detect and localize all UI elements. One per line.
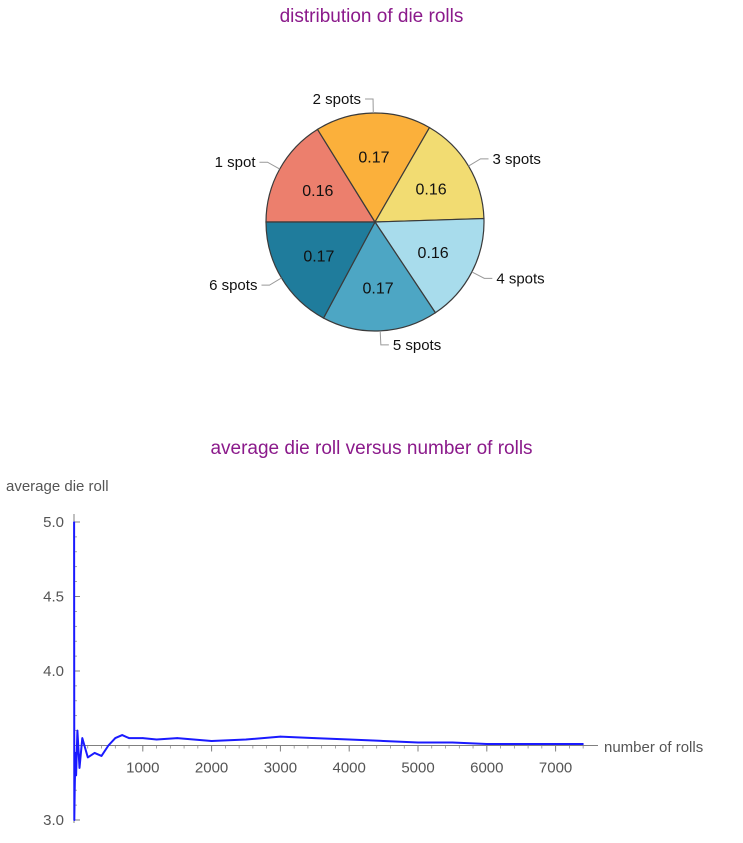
series-point <box>76 729 79 732</box>
series-point <box>348 738 351 741</box>
y-tick-label: 4.0 <box>43 663 64 680</box>
x-tick-label: 5000 <box>401 760 434 777</box>
pie-leader-line <box>259 161 280 170</box>
series-point <box>73 521 75 523</box>
series-point <box>486 743 488 745</box>
pie-leader-line <box>468 158 489 167</box>
pie-value-label: 0.16 <box>416 181 447 198</box>
series-point <box>176 737 178 739</box>
series-point <box>81 737 84 739</box>
series-point <box>128 737 130 739</box>
series-line <box>73 521 584 821</box>
series-point <box>554 743 557 745</box>
pie-slice-name: 6 spots <box>209 277 257 294</box>
pie-leader-line <box>471 271 493 279</box>
pie-slice <box>373 217 485 314</box>
x-tick-label: 3000 <box>264 760 297 777</box>
pie-leader-line <box>365 98 374 114</box>
y-tick-label: 5.0 <box>43 514 64 531</box>
pie-slice-name: 5 spots <box>393 337 441 354</box>
line-chart-title: average die roll versus number of rolls <box>210 438 533 459</box>
x-tick-label: 2000 <box>195 760 228 777</box>
series-point <box>142 737 144 739</box>
series-point <box>417 741 419 744</box>
pie-value-label: 0.16 <box>302 183 333 200</box>
pie-slice-name: 3 spots <box>493 151 541 168</box>
series-point <box>121 734 123 736</box>
pie-chart: 0.16 1 spot 0.17 2 spots 0.16 3 spots 0.16 4 sp… <box>209 91 545 354</box>
pie-slice <box>265 221 377 319</box>
pie-value-label: 0.17 <box>363 280 394 297</box>
x-tick-label: 6000 <box>470 760 503 777</box>
series-point <box>245 738 247 741</box>
pie-slice-name: 4 spots <box>496 270 544 287</box>
series-point <box>93 752 96 754</box>
series-point <box>451 741 454 744</box>
x-tick-label: 7000 <box>539 760 572 777</box>
pie-chart-title: distribution of die rolls <box>279 6 464 27</box>
pie-slice <box>265 128 377 223</box>
x-tick-label: 4000 <box>333 760 366 777</box>
pie-value-label: 0.17 <box>303 249 334 266</box>
series-point <box>107 744 110 747</box>
series-point <box>582 743 584 745</box>
pie-leader-line <box>261 277 282 286</box>
series-point <box>100 755 103 757</box>
series-point <box>279 735 282 738</box>
line-chart: average die roll number of rolls 3.0 4.0 4… <box>6 478 703 829</box>
pie-slice <box>322 220 437 332</box>
x-tick-label: 1000 <box>126 760 159 777</box>
y-axis-label: average die roll <box>6 478 109 495</box>
pie-slice-name: 1 spot <box>215 154 257 171</box>
pie-slice <box>373 126 485 223</box>
series-point <box>73 819 76 821</box>
series-point <box>382 740 385 742</box>
series-point <box>78 767 81 769</box>
series-point <box>520 743 522 745</box>
series-point <box>155 738 158 741</box>
pie-leader-line <box>379 330 389 346</box>
pie-value-label: 0.16 <box>418 245 449 262</box>
pie-value-label: 0.17 <box>358 150 389 167</box>
series-point <box>314 737 316 739</box>
y-tick-label: 4.5 <box>43 589 64 606</box>
y-tick-label: 3.0 <box>43 812 64 829</box>
series-point <box>210 740 213 742</box>
series-point <box>74 752 77 754</box>
series-point <box>86 756 89 759</box>
series-point <box>73 789 76 791</box>
x-axis-label: number of rolls <box>604 739 703 756</box>
series-point <box>75 774 77 777</box>
pie-slice-name: 2 spots <box>313 91 361 108</box>
series-point <box>114 737 117 739</box>
